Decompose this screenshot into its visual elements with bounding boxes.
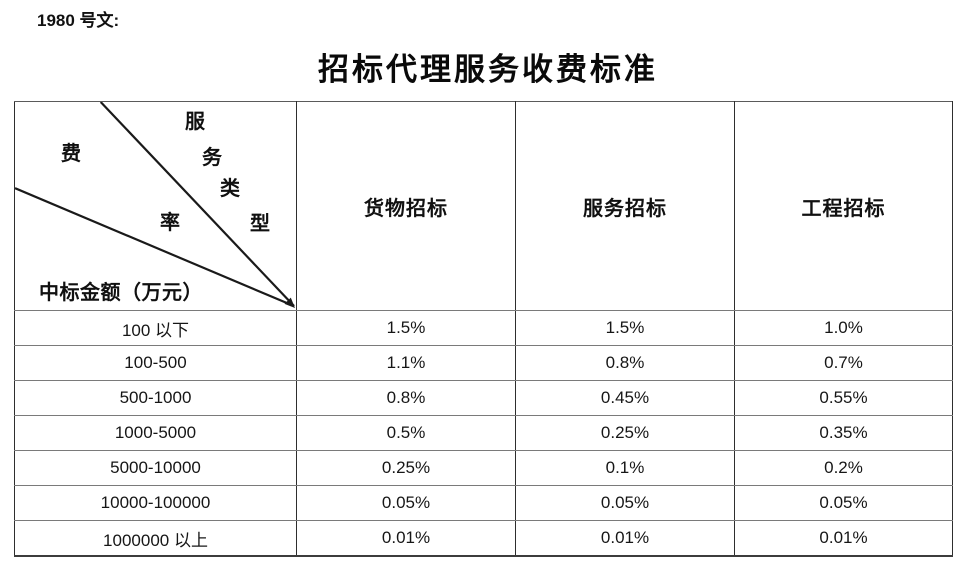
table-row: 10000-100000 0.05% 0.05% 0.05% [14,485,953,521]
fee-cell: 0.55% [734,380,953,416]
fee-cell: 0.05% [296,485,516,521]
col-header-engineering: 工程招标 [734,101,953,311]
fee-cell: 0.8% [296,380,516,416]
fee-cell: 0.01% [296,520,516,557]
fee-cell: 0.7% [734,345,953,381]
diagonal-divider-lines [15,102,296,309]
fee-cell: 0.8% [515,345,735,381]
fee-cell: 1.1% [296,345,516,381]
header-row: 费 率 服 务 类 型 中标金额（万元） 货物招标 服务招标 工程招标 [14,101,953,311]
table-row: 1000-5000 0.5% 0.25% 0.35% [14,415,953,451]
fee-cell: 0.1% [515,450,735,486]
row-label: 100 以下 [14,310,297,346]
fee-cell: 1.0% [734,310,953,346]
fee-cell: 0.25% [515,415,735,451]
col-header-services: 服务招标 [515,101,735,311]
fee-cell: 0.01% [734,520,953,557]
table-row: 5000-10000 0.25% 0.1% 0.2% [14,450,953,486]
row-label: 5000-10000 [14,450,297,486]
page-title: 招标代理服务收费标准 [318,52,658,87]
row-label: 500-1000 [14,380,297,416]
fee-cell: 0.01% [515,520,735,557]
table-row: 1000000 以上 0.01% 0.01% 0.01% [14,520,953,557]
fee-cell: 0.25% [296,450,516,486]
col-header-goods: 货物招标 [296,101,516,311]
doc-number-label: 1980 号文: [37,11,120,30]
fee-cell: 0.05% [515,485,735,521]
row-label: 1000-5000 [14,415,297,451]
fee-table-body: 100 以下 1.5% 1.5% 1.0% 100-500 1.1% 0.8% … [14,310,953,557]
arrowhead-icon [284,297,296,309]
amount-axis-label: 中标金额（万元） [39,282,203,304]
fee-cell: 0.45% [515,380,735,416]
corner-type-char: 型 [250,213,270,235]
row-label: 1000000 以上 [14,520,297,557]
table-row: 500-1000 0.8% 0.45% 0.55% [14,380,953,416]
fee-cell: 1.5% [296,310,516,346]
corner-rate-char: 率 [160,212,180,234]
fee-cell: 1.5% [515,310,735,346]
fee-cell: 0.05% [734,485,953,521]
corner-type-char: 类 [220,178,240,200]
fee-table: 费 率 服 务 类 型 中标金额（万元） 货物招标 服务招标 工程招标 100 … [14,101,953,557]
fee-cell: 0.35% [734,415,953,451]
fee-cell: 0.2% [734,450,953,486]
table-row: 100-500 1.1% 0.8% 0.7% [14,345,953,381]
corner-header-cell: 费 率 服 务 类 型 中标金额（万元） [14,101,297,311]
fee-table-header: 费 率 服 务 类 型 中标金额（万元） 货物招标 服务招标 工程招标 [14,101,953,311]
fee-cell: 0.5% [296,415,516,451]
corner-type-char: 服 [185,111,205,133]
row-label: 100-500 [14,345,297,381]
table-row: 100 以下 1.5% 1.5% 1.0% [14,310,953,346]
corner-type-char: 务 [202,147,222,169]
corner-rate-char: 费 [61,143,81,165]
row-label: 10000-100000 [14,485,297,521]
